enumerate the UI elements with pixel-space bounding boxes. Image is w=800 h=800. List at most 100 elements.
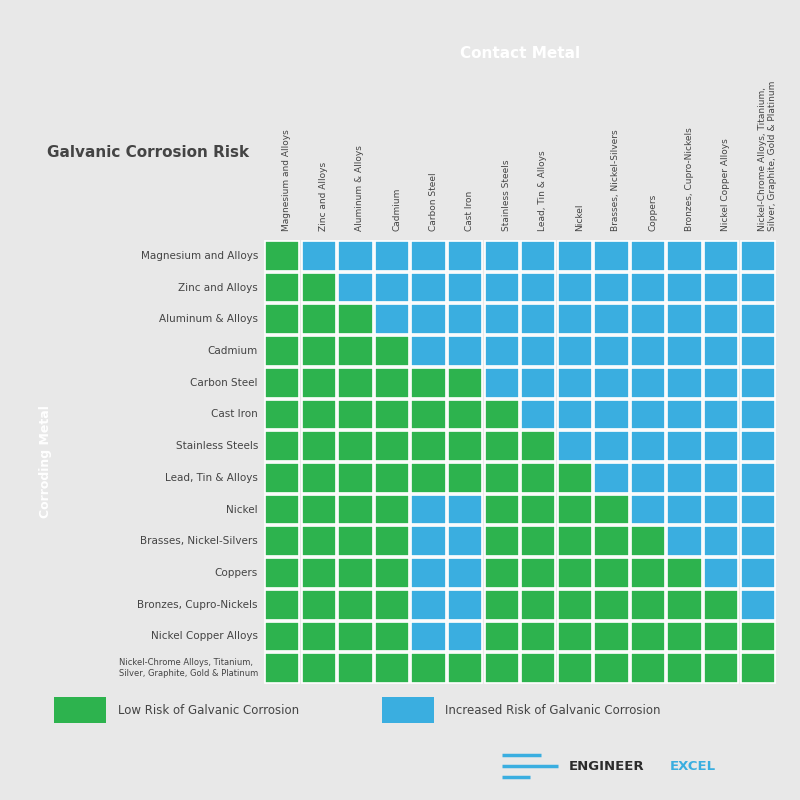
Text: Brasses, Nickel-Silvers: Brasses, Nickel-Silvers [140,536,258,546]
Bar [448,368,482,398]
Bar [265,273,299,302]
Bar [704,590,738,620]
Bar [485,622,519,651]
Bar [411,590,446,620]
Text: Galvanic Corrosion Risk: Galvanic Corrosion Risk [47,146,249,161]
Bar [375,590,409,620]
Bar [741,463,775,493]
Text: Cadmium: Cadmium [392,187,401,231]
Bar [448,526,482,556]
Bar [411,336,446,366]
Bar [521,526,555,556]
Bar [741,273,775,302]
Bar [338,241,373,270]
Text: Nickel-Chrome Alloys, Titanium,
Silver, Graphite, Gold & Platinum: Nickel-Chrome Alloys, Titanium, Silver, … [118,658,258,678]
Bar [302,336,336,366]
Text: Zinc and Alloys: Zinc and Alloys [178,282,258,293]
Bar [704,399,738,430]
Bar [338,622,373,651]
Bar [485,368,519,398]
Bar [265,622,299,651]
Bar [741,590,775,620]
Bar [521,590,555,620]
Bar [741,526,775,556]
Bar [594,304,629,334]
Bar [338,654,373,683]
Text: Low Risk of Galvanic Corrosion: Low Risk of Galvanic Corrosion [118,703,298,717]
Bar [631,526,665,556]
Bar [667,431,702,461]
Bar [485,494,519,525]
Bar [741,431,775,461]
Bar [485,304,519,334]
Bar [338,399,373,430]
Bar [631,494,665,525]
Bar [521,431,555,461]
Bar [485,273,519,302]
Bar [521,494,555,525]
Bar [375,304,409,334]
Bar [521,654,555,683]
Text: Aluminum & Alloys: Aluminum & Alloys [159,314,258,324]
Bar [704,273,738,302]
Bar [375,241,409,270]
Bar [631,368,665,398]
Bar [265,494,299,525]
Bar [448,336,482,366]
Bar [704,336,738,366]
Text: Coppers: Coppers [648,194,657,231]
Text: Magnesium and Alloys: Magnesium and Alloys [141,251,258,261]
Bar [338,368,373,398]
Bar [667,336,702,366]
Bar [594,558,629,588]
Bar [485,526,519,556]
Bar [594,622,629,651]
Bar [704,241,738,270]
Bar [667,463,702,493]
Bar [558,622,592,651]
Bar [521,273,555,302]
Bar [521,241,555,270]
Bar [265,431,299,461]
Bar [265,654,299,683]
Bar [741,494,775,525]
Bar [265,336,299,366]
Text: Aluminum & Alloys: Aluminum & Alloys [355,145,365,231]
Text: Magnesium and Alloys: Magnesium and Alloys [282,129,291,231]
Bar [265,241,299,270]
Bar [667,558,702,588]
Bar [631,399,665,430]
Bar [594,654,629,683]
Bar [265,590,299,620]
Bar [594,241,629,270]
Text: ENGINEER: ENGINEER [569,759,645,773]
Bar [411,654,446,683]
Bar [338,431,373,461]
Bar [485,590,519,620]
Bar [741,622,775,651]
Bar [375,431,409,461]
Bar [704,526,738,556]
Bar [594,463,629,493]
Bar [741,336,775,366]
Bar [558,368,592,398]
Bar [741,241,775,270]
Bar [411,241,446,270]
Bar [338,463,373,493]
Text: Cast Iron: Cast Iron [465,190,474,231]
Bar [667,622,702,651]
Bar [375,654,409,683]
Bar [338,273,373,302]
Bar [338,590,373,620]
Bar [448,304,482,334]
Bar [631,590,665,620]
Bar [302,654,336,683]
Bar [411,463,446,493]
Bar [704,304,738,334]
Bar [558,336,592,366]
Text: EXCEL: EXCEL [670,759,716,773]
Text: Carbon Steel: Carbon Steel [429,172,438,231]
Bar [448,463,482,493]
Bar [704,622,738,651]
Bar [375,558,409,588]
